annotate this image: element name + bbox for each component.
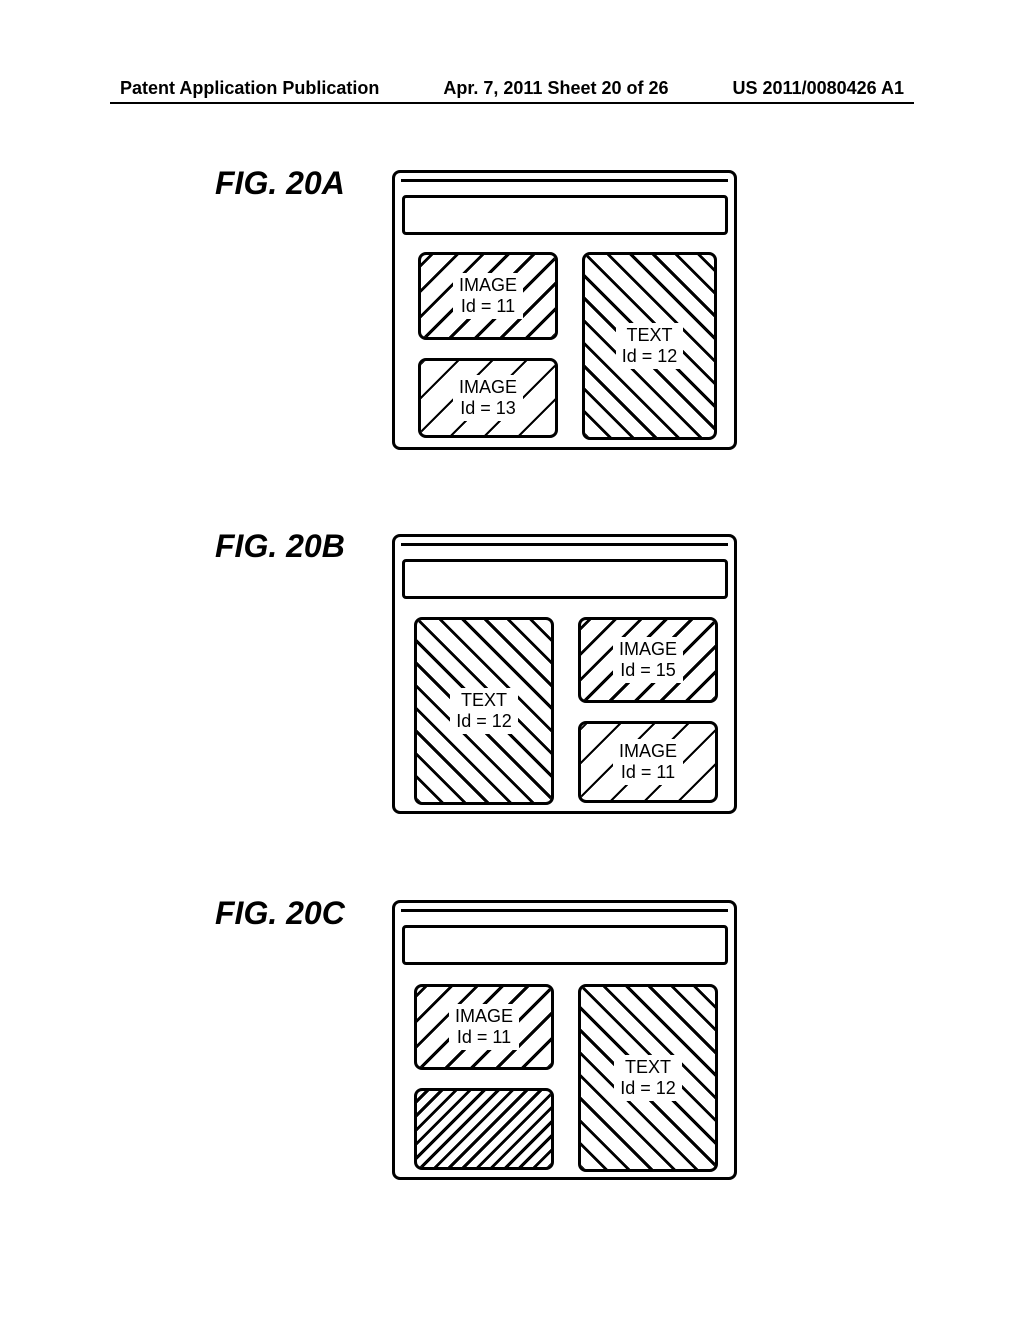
block-image-11: IMAGEId = 11 <box>418 252 558 340</box>
fig-label-20c: FIG. 20C <box>215 895 345 932</box>
page-header: Patent Application Publication Apr. 7, 2… <box>120 78 904 99</box>
block-text-12: TEXTId = 12 <box>414 617 554 805</box>
status-bar-20c <box>402 925 728 965</box>
block-blank-dense <box>414 1088 554 1170</box>
hatch-fill <box>417 1091 551 1167</box>
block-label: TEXTId = 12 <box>614 1055 682 1100</box>
block-label: TEXTId = 12 <box>450 688 518 733</box>
block-image-11: IMAGEId = 11 <box>414 984 554 1070</box>
block-label: IMAGEId = 13 <box>453 375 523 420</box>
panel-top-rule <box>401 543 728 546</box>
header-rule <box>110 102 914 104</box>
block-text-12: TEXTId = 12 <box>578 984 718 1172</box>
block-label: IMAGEId = 11 <box>449 1004 519 1049</box>
page: Patent Application Publication Apr. 7, 2… <box>0 0 1024 1320</box>
block-label: TEXTId = 12 <box>616 323 684 368</box>
header-left: Patent Application Publication <box>120 78 379 99</box>
block-text-12: TEXTId = 12 <box>582 252 717 440</box>
block-label: IMAGEId = 11 <box>613 739 683 784</box>
fig-label-20b: FIG. 20B <box>215 528 345 565</box>
block-image-15: IMAGEId = 15 <box>578 617 718 703</box>
block-label: IMAGEId = 15 <box>613 637 683 682</box>
panel-top-rule <box>401 909 728 912</box>
status-bar-20b <box>402 559 728 599</box>
header-right: US 2011/0080426 A1 <box>733 78 904 99</box>
block-image-11: IMAGEId = 11 <box>578 721 718 803</box>
status-bar-20a <box>402 195 728 235</box>
block-image-13: IMAGEId = 13 <box>418 358 558 438</box>
block-label: IMAGEId = 11 <box>453 273 523 318</box>
header-center: Apr. 7, 2011 Sheet 20 of 26 <box>443 78 668 99</box>
panel-top-rule <box>401 179 728 182</box>
fig-label-20a: FIG. 20A <box>215 165 345 202</box>
